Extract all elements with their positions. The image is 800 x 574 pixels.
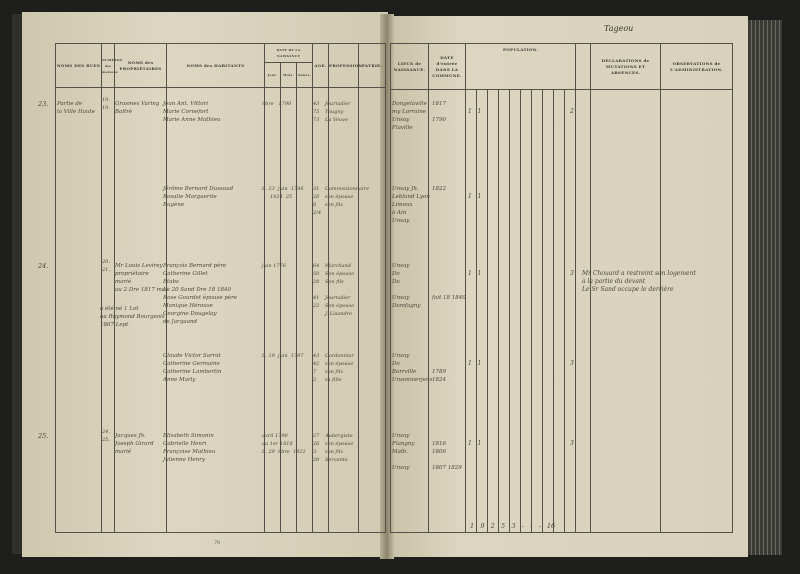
observation-text: Mr Chouard a restreint son logement à la… (582, 270, 696, 293)
inhabitant-names: François Bernard père Catherine Gillet E… (163, 263, 238, 325)
left-register-table: NOMS DES RUES NUMÉROS des maisons NOMS d… (55, 43, 387, 533)
row-number: 23. (38, 100, 49, 108)
header-owners: NOMS des PROPRIÉTAIRES (114, 43, 167, 88)
population-totals: 1 9 2 5 3 - - - 16 (470, 522, 556, 530)
age: 64 50 28 41 22 (313, 263, 320, 309)
signature: Tageou (604, 24, 634, 33)
entry-date: 1789 1824 (432, 369, 446, 383)
header-year: Année. (295, 62, 314, 88)
row-number: 24. (38, 262, 49, 270)
book-right-edge (748, 20, 782, 555)
header-patrie: PATRIE. (358, 43, 387, 88)
age: 27 26 3 20 (313, 433, 320, 463)
birth-date: 9bre 1790 (262, 101, 292, 107)
age: 31 26 6 2/4 (313, 186, 322, 216)
population-marks: 1 1 (468, 440, 482, 447)
profession: Commissionnaire son épouse son fils (325, 186, 370, 208)
header-inhabitants: NOMS des HABITANTS (166, 43, 265, 88)
header-observations: OBSERVATIONS de L'ADMINISTRATION. (660, 43, 734, 90)
house-number: 24. 25. (102, 429, 110, 443)
declaration-mark: 2 (570, 108, 574, 115)
profession: Journalier Taugny La Veuve (325, 101, 351, 123)
declaration-mark: 3 (570, 270, 574, 277)
population-marks: 1 1 (468, 108, 482, 115)
owner-name: Grasmes Varing Baltrè (115, 101, 160, 115)
declaration-mark: 3 (570, 440, 574, 447)
house-number: 19. 19. (102, 97, 110, 111)
header-entry-date: DATE d'entrée DANS LA COMMUNE. (428, 43, 466, 90)
street-name: Partie de la Ville Haute (57, 101, 96, 115)
inhabitant-names: Jérôme Bernard Dussaud Rosalie Marguerit… (163, 186, 234, 208)
birth-date: avril 1790 au 1er 1818 L. 29 8bre 1822 (262, 433, 306, 455)
header-birthplace: LIEUX de NAISSANCE. (390, 43, 429, 90)
birthplace: Unsay Flangny Malb. Unsay (392, 433, 415, 471)
declaration-mark: 3 (570, 360, 574, 367)
inhabitant-names: Jean Ant. Vittori Marie Cornefort Marie … (163, 101, 221, 123)
right-register-table: LIEUX de NAISSANCE. DATE d'entrée DANS L… (390, 43, 734, 533)
birth-date: L. 19 juin 1797 (262, 353, 304, 359)
profession: Aubergiste son épouse son fils Servante (325, 433, 354, 463)
header-profession: PROFESSION. (328, 43, 364, 88)
entry-date: 1822 (432, 186, 446, 192)
book-left-edge (12, 14, 24, 554)
row-number: 25. (38, 432, 49, 440)
header-birth-date: DATE DE LA NAISSANCE (263, 43, 314, 63)
population-marks: 1 1 (468, 270, 482, 277)
margin-annotation: à été né 1 Lot au Raymond Bourgeois 1867… (100, 306, 165, 328)
header-day: Jour. (264, 62, 281, 88)
birth-date: L. 23 juin 1796 1824 25 (262, 186, 304, 200)
profession: Cordonnier son épouse son fils sa fille (325, 353, 354, 383)
header-population: POPULATION. (464, 43, 577, 90)
owner-name: Mr Louis Levirey propriétaire marié au 2… (115, 263, 167, 293)
inhabitant-names: Elisabeth Simonin Gabrielle Henri Franço… (163, 433, 216, 463)
birthplace: Unsay Do Do Unsay Domfagny (392, 263, 421, 309)
profession: Marchand Son épouse Son fils Journalier … (325, 263, 355, 317)
table-body-row (55, 87, 387, 533)
page-number: 70 (214, 540, 221, 546)
header-street: NOMS DES RUES (55, 43, 102, 88)
population-marks: 1 1 (468, 193, 482, 200)
header-blank (575, 43, 592, 90)
birth-date: juin 1776 (262, 263, 286, 269)
entry-date: 1817 1790 (432, 101, 446, 123)
table-body-row (390, 89, 734, 533)
header-house-numbers: NUMÉROS des maisons (101, 43, 122, 88)
entry-date: fait 18 1840 (432, 295, 466, 301)
entry-date: 1816 1806 1807 1829 (432, 441, 462, 471)
house-number: 20. 21. (102, 259, 110, 273)
header-age: AGE. (312, 43, 330, 88)
owner-name: Jacques Jh. Joseph Girard marié (115, 433, 154, 455)
population-marks: 1 1 (468, 360, 482, 367)
header-declarations: DÉCLARATIONS de MUTATIONS ET ABSENCES. (590, 43, 662, 90)
birthplace: Unsay Do Barrville Unsonnierjens (392, 353, 433, 383)
age: 43 75 73 (313, 101, 320, 123)
birthplace: Unsay Jh. Leblond Lyon Limoux à Ain Unsa… (392, 186, 430, 224)
inhabitant-names: Claude Victor Sarrat Catherine Germaine … (163, 353, 222, 383)
age: 43 42 7 2 (313, 353, 320, 383)
header-month: Mois. (280, 62, 297, 88)
birthplace: Dongelaville my Lorraine Unsay Flaville (392, 101, 427, 131)
